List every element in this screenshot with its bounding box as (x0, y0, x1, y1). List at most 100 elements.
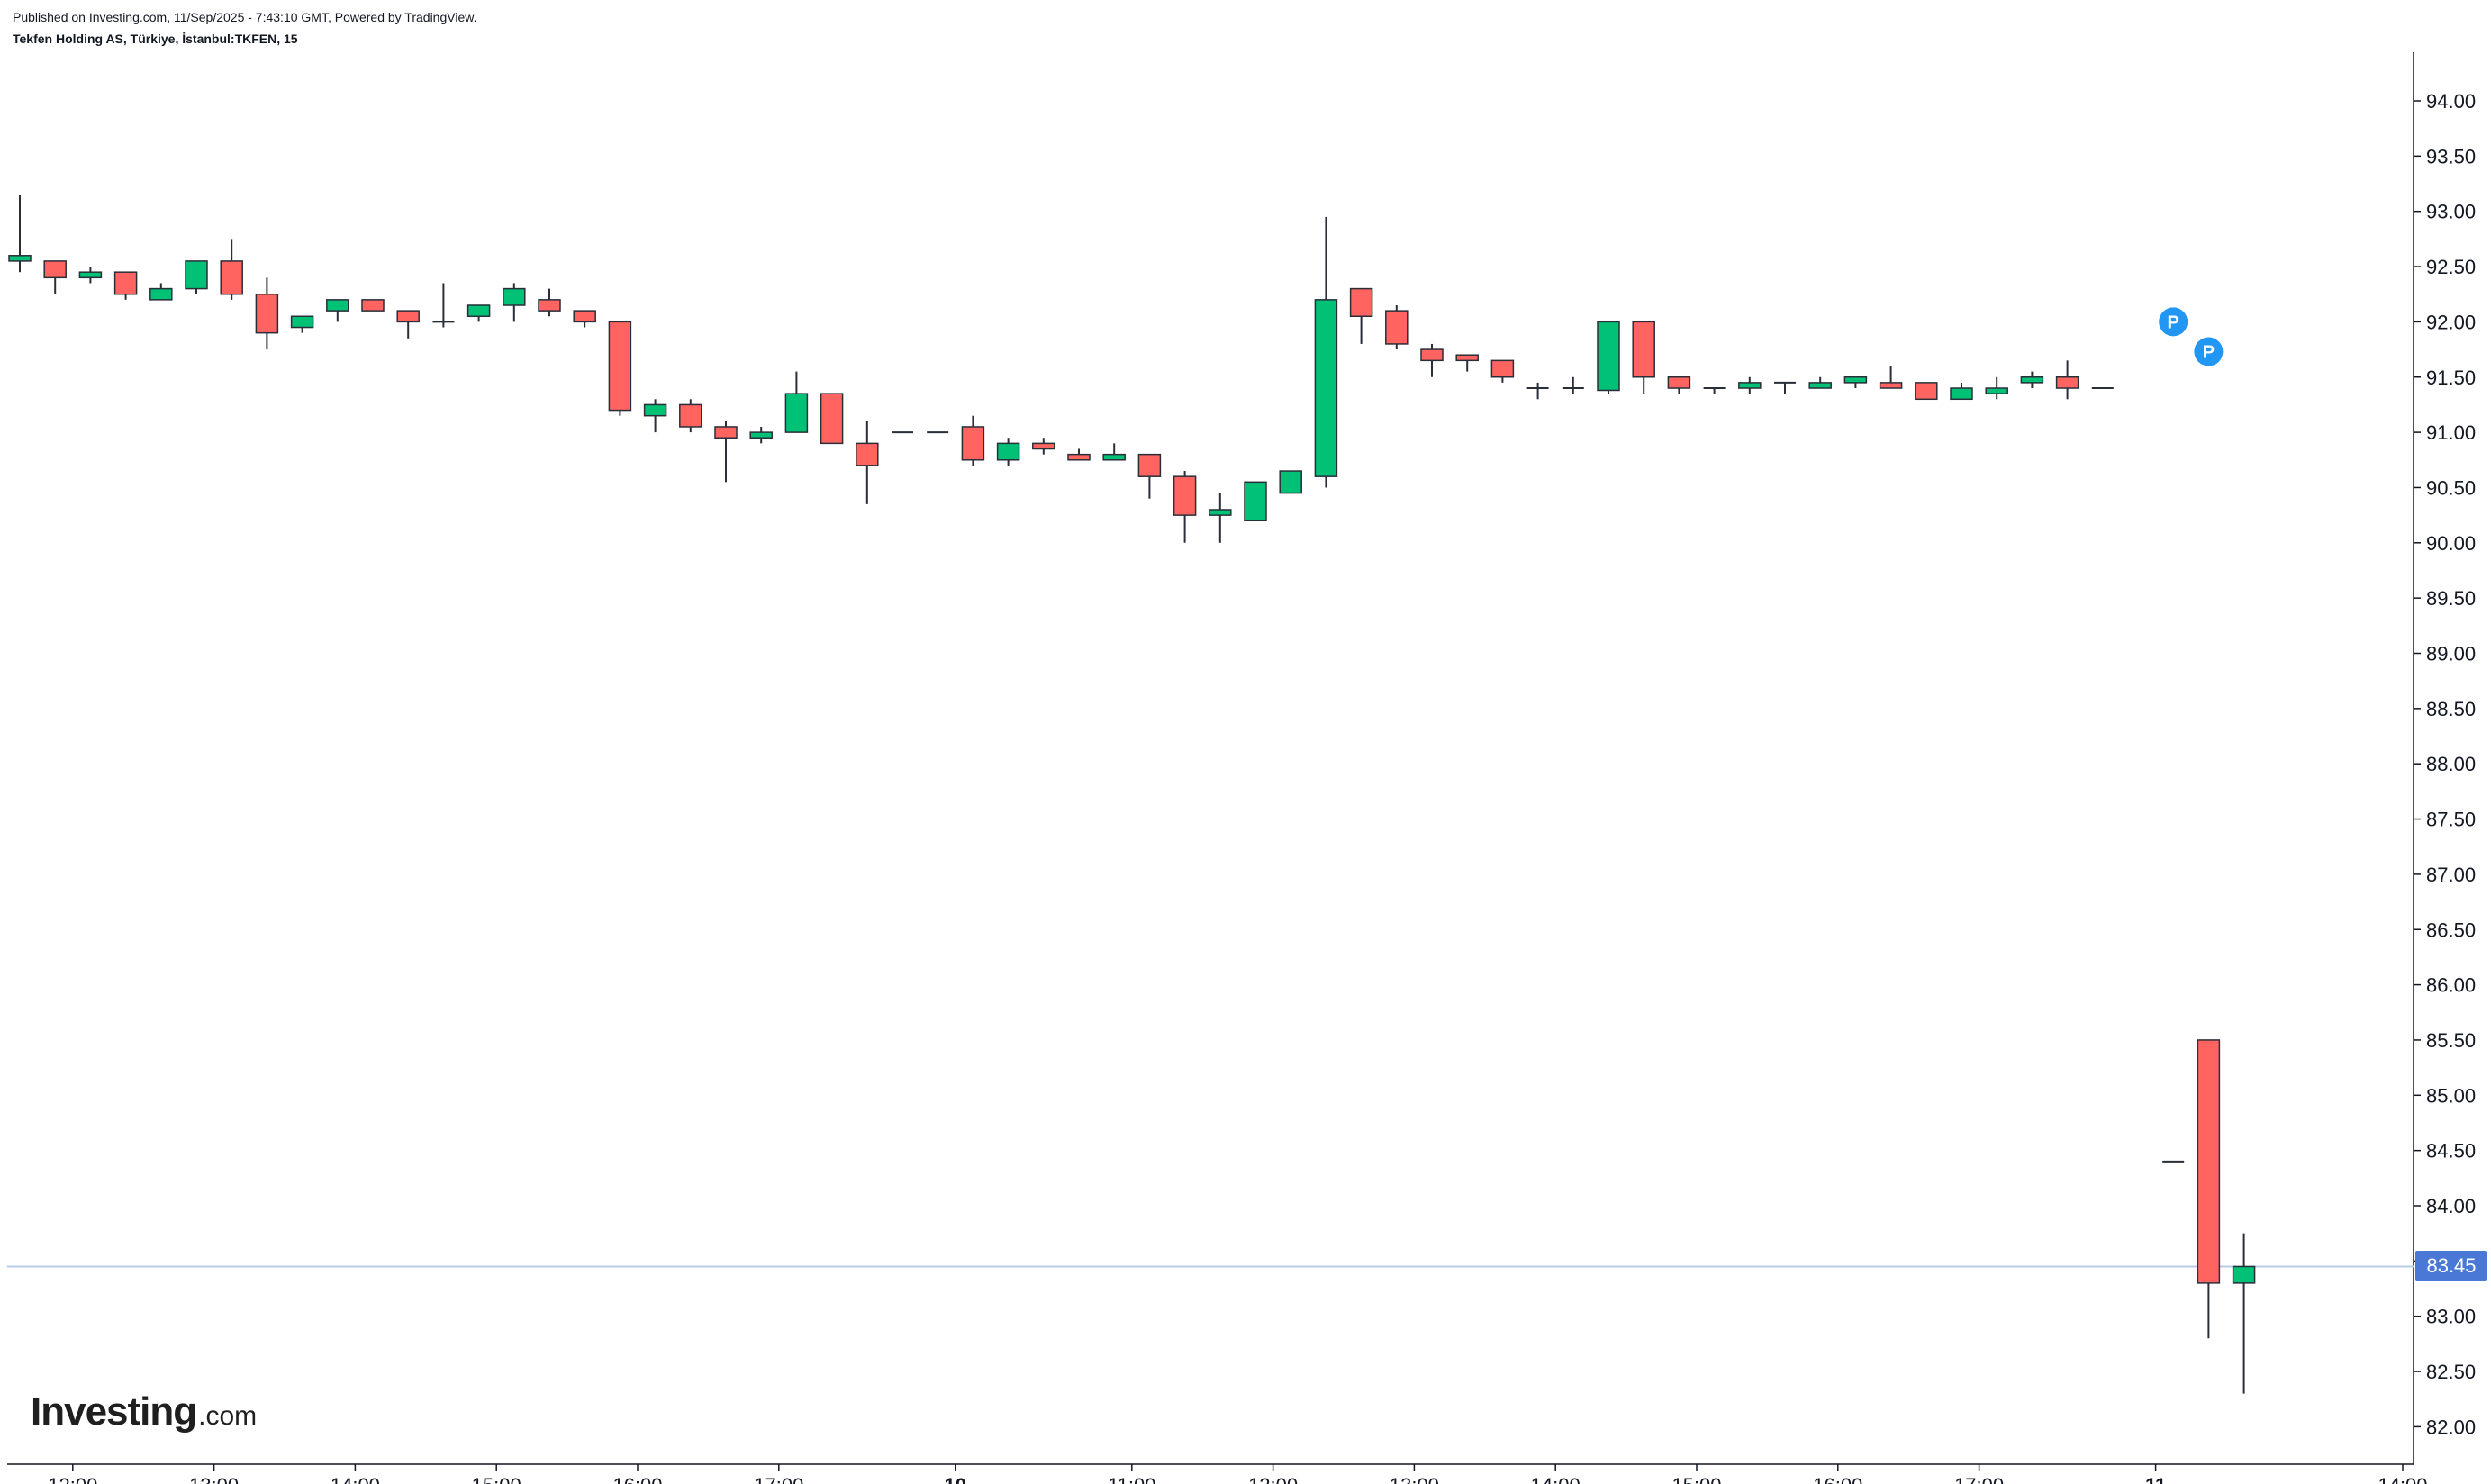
candle-body-down (1490, 359, 1515, 378)
candle-body-up (1738, 382, 1762, 389)
y-tick-label: 86.50 (2426, 918, 2476, 941)
y-tick-label: 91.50 (2426, 366, 2476, 389)
candle-body-up (643, 403, 667, 417)
candle-body-up (149, 287, 173, 301)
y-tick-label: 94.00 (2426, 90, 2476, 113)
y-tick-label: 85.50 (2426, 1029, 2476, 1052)
x-tick-label: 12:00 (1248, 1474, 1298, 1484)
y-tick-label: 86.00 (2426, 974, 2476, 997)
candle-body-down (1385, 310, 1409, 345)
candle-body-up (326, 299, 349, 312)
x-tick-label: 14:00 (331, 1474, 380, 1484)
y-tick-label: 87.50 (2426, 809, 2476, 831)
candle-body-down (1420, 348, 1444, 362)
x-tick-label: 10 (945, 1474, 966, 1484)
candle-body-up (8, 255, 32, 262)
candle-body-up (1244, 481, 1267, 522)
x-tick-label: 11:00 (1108, 1474, 1155, 1484)
chart-header: Published on Investing.com, 11/Sep/2025 … (13, 7, 476, 49)
candle-body-up (1314, 299, 1338, 477)
x-tick-label: 14:00 (2378, 1474, 2427, 1484)
candle-body-up (466, 304, 491, 318)
candle-body-up (290, 315, 314, 329)
candle-body-up (1597, 321, 1620, 392)
candle-body-down (220, 260, 243, 295)
candle-body-up (1985, 387, 2008, 394)
candle-body-down (113, 271, 138, 295)
candle-body-up (996, 442, 1020, 461)
candle-body-up (2232, 1265, 2256, 1284)
candle-body-up (1843, 376, 1868, 384)
candle-body-down (255, 293, 279, 334)
symbol-title: Tekfen Holding AS, Türkiye, İstanbul:TKF… (13, 32, 298, 46)
y-tick-label: 84.50 (2426, 1140, 2476, 1163)
investing-logo: Investing .com (31, 1389, 257, 1434)
candle-body-down (573, 310, 596, 323)
candle-body-down (1173, 475, 1197, 516)
marker-label: P (2168, 312, 2179, 332)
candle-body-down (1137, 453, 1162, 477)
candle-body-down (1032, 442, 1055, 450)
y-tick-label: 85.00 (2426, 1084, 2476, 1107)
logo-sub-text: .com (198, 1401, 258, 1431)
published-caption: Published on Investing.com, 11/Sep/2025 … (13, 10, 477, 24)
y-tick-label: 83.00 (2426, 1306, 2476, 1328)
y-tick-label: 88.00 (2426, 753, 2476, 775)
marker-circle (2159, 307, 2188, 337)
candle-body-down (1632, 321, 1655, 378)
candle-body-up (2020, 376, 2044, 384)
marker-label: P (2203, 343, 2215, 363)
y-tick-label: 93.50 (2426, 145, 2476, 167)
x-tick-label: 13:00 (1390, 1474, 1439, 1484)
x-tick-label: 14:00 (1531, 1474, 1581, 1484)
candle-body-up (1102, 453, 1126, 461)
x-tick-label: 15:00 (1671, 1474, 1721, 1484)
candle-body-down (714, 426, 738, 439)
y-tick-label: 87.00 (2426, 864, 2476, 886)
candle-body-up (749, 431, 773, 439)
candle-body-up (1209, 509, 1232, 516)
y-tick-label: 90.00 (2426, 532, 2476, 555)
candle-body-up (1808, 382, 1832, 389)
candle-body-down (820, 393, 844, 445)
candle-body-down (538, 299, 561, 312)
candle-body-down (1915, 382, 1938, 401)
y-tick-label: 84.00 (2426, 1195, 2476, 1217)
y-tick-label: 93.00 (2426, 201, 2476, 223)
x-tick-label: 13:00 (189, 1474, 239, 1484)
candle-body-down (856, 442, 879, 466)
candle-body-up (185, 260, 208, 290)
current-price-badge: 83.45 (2415, 1251, 2487, 1282)
x-tick-label: 12:00 (48, 1474, 97, 1484)
marker-circle (2194, 337, 2224, 366)
y-tick-label: 91.00 (2426, 421, 2476, 444)
y-tick-label: 90.50 (2426, 476, 2476, 499)
y-tick-label: 82.50 (2426, 1361, 2476, 1383)
x-tick-label: 11 (2145, 1474, 2166, 1484)
candle-body-up (1950, 387, 1973, 401)
y-tick-label: 92.00 (2426, 311, 2476, 333)
candle-body-down (2197, 1039, 2221, 1284)
y-tick-label: 92.50 (2426, 256, 2476, 278)
x-tick-label: 17:00 (1954, 1474, 2004, 1484)
candle-body-down (361, 299, 385, 312)
y-tick-label: 89.00 (2426, 643, 2476, 665)
candle-body-down (679, 403, 702, 428)
x-tick-label: 16:00 (612, 1474, 662, 1484)
logo-main-text: Investing (31, 1389, 197, 1434)
candle-body-up (784, 393, 809, 433)
candle-body-up (78, 271, 103, 279)
y-tick-label: 89.50 (2426, 587, 2476, 610)
candle-body-down (1879, 382, 1903, 389)
candle-body-down (1067, 453, 1091, 461)
candle-body-up (503, 287, 526, 306)
candle-body-down (961, 426, 985, 461)
candle-body-down (43, 260, 67, 279)
y-tick-label: 82.00 (2426, 1416, 2476, 1438)
x-tick-label: 17:00 (754, 1474, 803, 1484)
candle-body-down (2055, 376, 2079, 389)
candle-body-down (1667, 376, 1691, 389)
x-tick-label: 15:00 (472, 1474, 521, 1484)
candle-body-down (396, 310, 420, 323)
